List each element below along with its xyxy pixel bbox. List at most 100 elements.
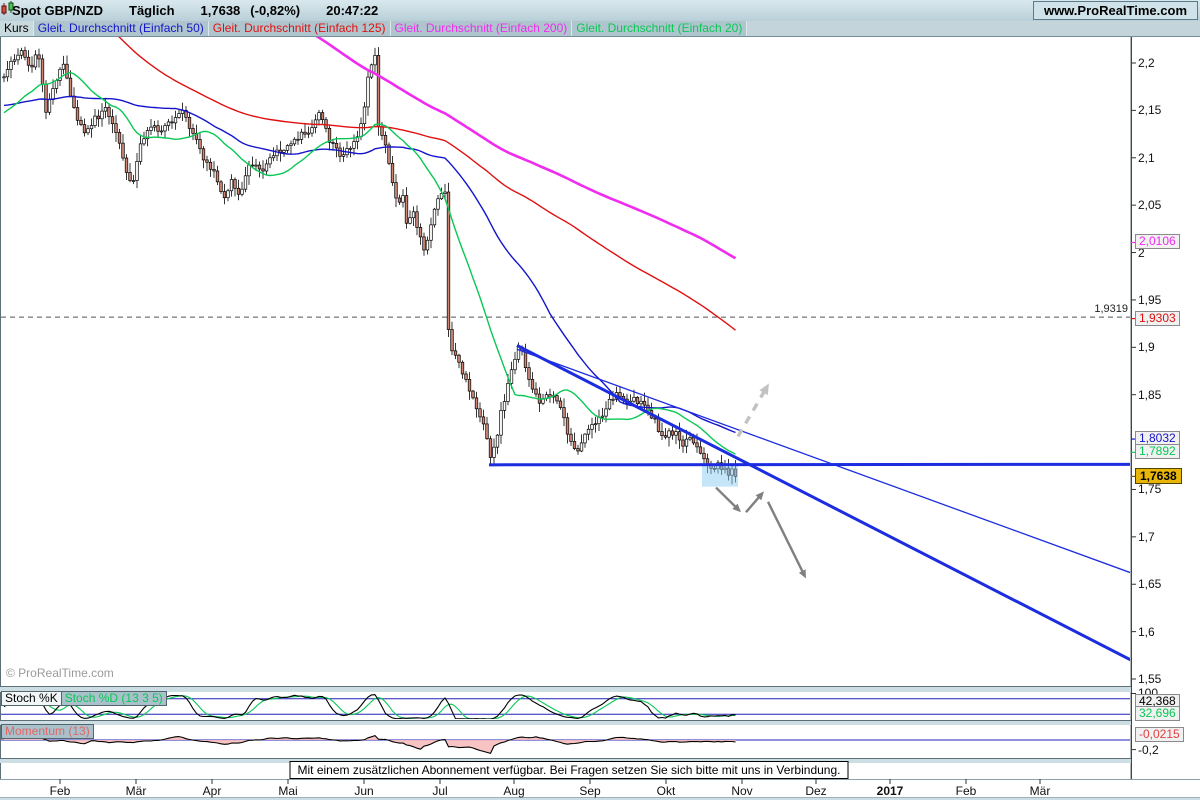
- candlestick: [460, 361, 465, 375]
- candlestick: [492, 446, 496, 458]
- title-bar: Spot GBP/NZD Täglich 1,7638 (-0,82%) 20:…: [0, 0, 1200, 22]
- candlestick: [502, 401, 507, 411]
- candlestick: [54, 80, 59, 89]
- candlestick: [348, 147, 353, 150]
- candlestick: [534, 388, 538, 395]
- candlestick: [250, 164, 255, 167]
- candlestick: [376, 55, 381, 127]
- candlestick: [86, 128, 90, 134]
- candlestick: [107, 107, 111, 118]
- main-price-panel[interactable]: [0, 36, 1132, 687]
- candlestick: [310, 127, 314, 134]
- stochastic-panel[interactable]: [0, 691, 1132, 721]
- quote-time: 20:47:22: [326, 3, 379, 18]
- y-axis-tick-2: 2: [1138, 245, 1145, 260]
- candlestick: [222, 191, 227, 199]
- candlestick: [282, 149, 286, 153]
- descending-trendline-0[interactable]: [516, 344, 1131, 662]
- x-axis-label-mär: Mär: [1029, 784, 1051, 798]
- candlestick: [306, 132, 311, 135]
- website-link[interactable]: www.ProRealTime.com: [1032, 1, 1198, 20]
- x-axis-label-jul: Jul: [432, 784, 448, 798]
- candlestick: [362, 106, 367, 125]
- projection-arrow: [798, 569, 806, 579]
- candlestick: [380, 126, 384, 136]
- y-axis-tick-1,85: 1,85: [1138, 387, 1162, 402]
- momentum-label[interactable]: Momentum (13): [1, 724, 94, 739]
- candlestick: [457, 354, 461, 363]
- candlestick: [303, 131, 307, 135]
- candlestick: [569, 433, 573, 442]
- candlestick: [436, 198, 440, 210]
- x-axis-label-apr: Apr: [202, 784, 222, 798]
- stoch-panel-labels: Stoch %K Stoch %D (13 3 5): [1, 691, 167, 706]
- candlestick: [450, 329, 454, 352]
- candlestick: [65, 63, 69, 79]
- timeframe-label[interactable]: Täglich: [129, 3, 175, 18]
- candlestick: [205, 159, 209, 163]
- candlestick: [40, 58, 45, 85]
- candlestick: [191, 128, 195, 134]
- stoch-k-label[interactable]: Stoch %K: [1, 691, 62, 706]
- candlestick: [443, 191, 447, 194]
- legend-item-sma-2[interactable]: Gleit. Durchschnitt (Einfach 200): [390, 21, 573, 36]
- candlestick: [394, 182, 398, 199]
- candlestick: [495, 434, 500, 448]
- candlestick: [481, 416, 486, 425]
- candlestick: [334, 143, 339, 149]
- candlestick: [639, 400, 643, 405]
- projection-arrow: [755, 491, 764, 501]
- sma20-value: 1,7892: [1135, 444, 1180, 460]
- legend-item-kurs[interactable]: Kurs: [0, 21, 34, 36]
- candlestick: [527, 367, 531, 380]
- candlestick: [583, 433, 587, 444]
- candlestick: [586, 428, 591, 435]
- legend-item-sma-1[interactable]: Gleit. Durchschnitt (Einfach 125): [208, 21, 391, 36]
- candlestick: [702, 452, 706, 460]
- prorealtime-watermark: © ProRealTime.com: [6, 666, 114, 680]
- x-axis-label-mär: Mär: [125, 784, 147, 798]
- candlestick: [331, 141, 335, 144]
- candlestick: [555, 395, 559, 402]
- candlestick: [68, 77, 73, 97]
- candlestick: [401, 195, 405, 203]
- x-axis-label-feb: Feb: [955, 784, 977, 798]
- candlestick: [499, 410, 503, 436]
- candlestick: [355, 136, 360, 142]
- candlestick: [296, 138, 300, 141]
- candlestick: [58, 68, 62, 81]
- candlestick: [103, 107, 108, 112]
- candlestick: [292, 138, 297, 145]
- candlestick: [173, 117, 178, 124]
- x-axis-label-dez: Dez: [805, 784, 827, 798]
- descending-trendline-1[interactable]: [516, 348, 1131, 574]
- projection-arrow: [732, 503, 741, 513]
- stoch-d-label[interactable]: Stoch %D (13 3 5): [61, 691, 167, 706]
- candlestick: [166, 121, 171, 126]
- candlestick: [411, 211, 416, 219]
- candlestick: [247, 164, 251, 177]
- y-axis-tick-1,65: 1,65: [1138, 577, 1162, 592]
- candlestick: [677, 431, 682, 441]
- candlestick: [51, 88, 55, 100]
- y-axis-tick-1,7: 1,7: [1138, 529, 1155, 544]
- candlestick: [289, 143, 293, 146]
- candlestick: [240, 188, 244, 195]
- candlestick: [19, 50, 24, 56]
- candlestick: [93, 115, 97, 126]
- candlestick: [558, 400, 563, 408]
- y-axis-tick-1,75: 1,75: [1138, 482, 1162, 497]
- candlestick: [611, 398, 615, 401]
- candlestick: [124, 157, 129, 173]
- candlestick: [299, 131, 304, 140]
- candlestick: [415, 211, 419, 228]
- legend-item-sma-0[interactable]: Gleit. Durchschnitt (Einfach 50): [33, 21, 209, 36]
- current-price-label: 1,7638: [1135, 468, 1182, 485]
- candlestick: [341, 154, 346, 157]
- legend-item-sma-3[interactable]: Gleit. Durchschnitt (Einfach 20): [572, 21, 748, 36]
- candlestick: [12, 59, 17, 62]
- candlestick: [464, 373, 468, 380]
- candlestick: [30, 64, 34, 68]
